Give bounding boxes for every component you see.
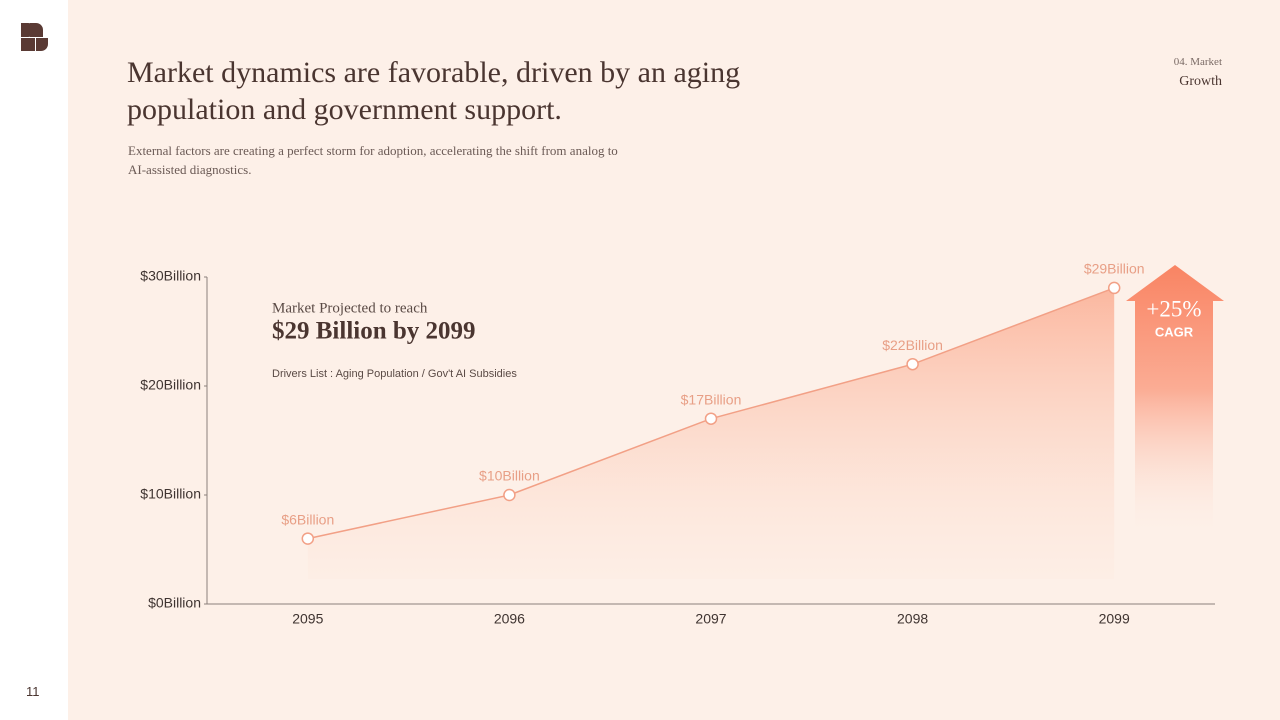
logo [21,23,48,51]
x-tick-label: 2096 [494,611,525,627]
point [301,532,315,545]
slide-subtitle: External factors are creating a perfect … [128,143,618,177]
page-number: 11 [26,684,40,699]
x-tick-label: 2099 [1099,611,1130,627]
x-tick-label: 2098 [897,611,928,627]
data-label: $10Billion [479,468,540,484]
point [906,357,919,371]
y-tick-label: $0Billion [148,595,201,611]
callout-label: CAGR [1155,324,1194,339]
section-sub: Growth [1179,74,1222,89]
x-tick-label: 2097 [695,611,726,627]
callout-value: +25% [1146,296,1201,321]
y-tick-label: $20Billion [140,377,201,393]
annotation-headline: $29 Billion by 2099 [272,318,476,345]
data-label: $29Billion [1084,261,1145,277]
point [704,412,718,425]
data-label: $6Billion [281,511,334,527]
y-tick-label: $10Billion [140,486,201,502]
slide-title: Market dynamics are favorable, driven by… [127,56,741,126]
area [307,287,1115,579]
point [503,488,516,502]
x-tick-label: 2095 [292,611,323,627]
data-label: $17Billion [681,391,742,407]
point [1107,281,1121,295]
annotation-note: Drivers List : Aging Population / Gov't … [272,368,517,380]
cagr-arrow [1126,265,1224,540]
y-tick-label: $30Billion [140,268,201,284]
annotation-lead: Market Projected to reach [272,300,428,316]
data-label: $22Billion [882,337,943,353]
section-label: 04. Market [1173,56,1222,68]
